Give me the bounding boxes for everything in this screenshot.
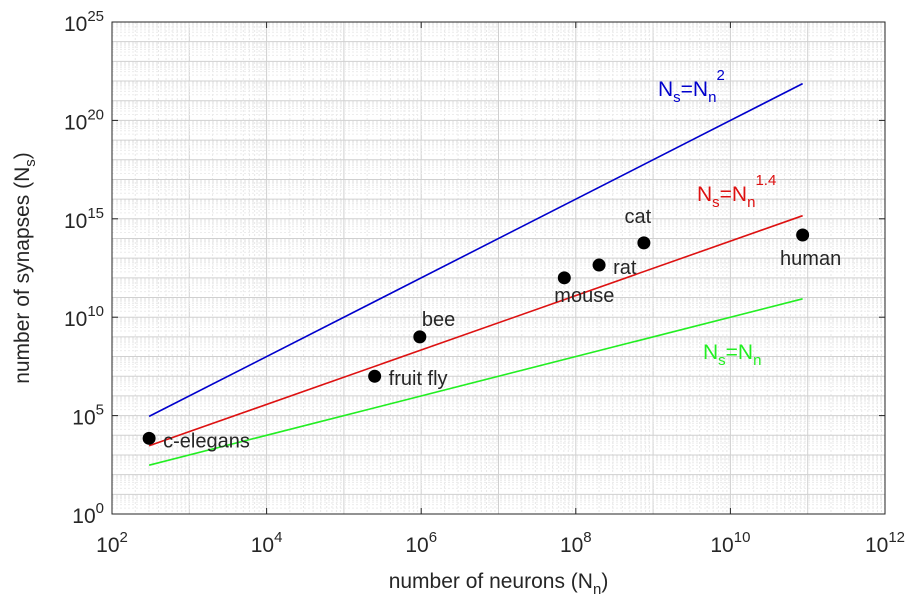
line-label-sub: n bbox=[708, 89, 716, 106]
line-label-sub: n bbox=[753, 352, 761, 369]
y-tick-exponent: 20 bbox=[87, 106, 104, 123]
y-tick-label: 105 bbox=[72, 402, 104, 430]
line-label-part: N bbox=[697, 183, 712, 206]
x-tick-label: 106 bbox=[405, 529, 437, 557]
axis-ticks: 102 104 106 108 1010 101210010510101015102010… bbox=[64, 8, 905, 557]
data-point-human bbox=[796, 228, 810, 242]
x-tick-label: 104 bbox=[251, 529, 283, 557]
y-tick-exponent: 15 bbox=[87, 205, 104, 222]
x-axis-label: number of neurons (Nn) bbox=[389, 570, 609, 598]
y-axis-label-close: ) bbox=[11, 152, 34, 159]
x-tick-base: 10 bbox=[405, 534, 428, 557]
point-label-rat: rat bbox=[613, 257, 637, 279]
y-tick-base: 10 bbox=[64, 111, 87, 134]
line-label-sub: n bbox=[747, 194, 755, 211]
line-label-part: N bbox=[703, 341, 718, 364]
data-point-cat bbox=[637, 236, 651, 250]
y-tick-exponent: 5 bbox=[96, 402, 104, 419]
data-point-mouse bbox=[557, 271, 571, 285]
point-label-bee: bee bbox=[422, 309, 455, 331]
line-label-sub: s bbox=[712, 194, 720, 211]
data-points bbox=[142, 228, 810, 445]
y-tick-base: 10 bbox=[64, 210, 87, 233]
line-label-sub: s bbox=[718, 352, 726, 369]
y-axis-label-subscript: s bbox=[22, 159, 39, 167]
y-tick-exponent: 0 bbox=[96, 500, 104, 517]
labels: number of neurons (Nn)number of synapses… bbox=[11, 67, 841, 598]
x-tick-exponent: 2 bbox=[120, 529, 128, 546]
line-label-part: =N bbox=[726, 341, 753, 364]
x-tick-base: 10 bbox=[96, 534, 119, 557]
fit-line-label-3: Ns=Nn bbox=[703, 341, 761, 369]
x-axis-label-subscript: n bbox=[593, 581, 601, 598]
data-point-bee bbox=[413, 330, 427, 344]
y-tick-base: 10 bbox=[64, 13, 87, 36]
x-tick-base: 10 bbox=[560, 534, 583, 557]
line-label-part: =N bbox=[720, 183, 747, 206]
fit-line-2 bbox=[148, 214, 803, 447]
y-tick-label: 1020 bbox=[64, 106, 104, 134]
x-tick-base: 10 bbox=[865, 534, 888, 557]
x-tick-exponent: 4 bbox=[274, 529, 282, 546]
data-point-c-elegans bbox=[142, 431, 156, 445]
y-tick-exponent: 25 bbox=[87, 8, 104, 25]
x-tick-base: 10 bbox=[251, 534, 274, 557]
x-tick-exponent: 8 bbox=[583, 529, 591, 546]
line-label-part: =N bbox=[681, 78, 708, 101]
y-tick-exponent: 10 bbox=[87, 303, 104, 320]
plot-frame bbox=[111, 21, 886, 515]
point-label-human: human bbox=[780, 248, 841, 270]
y-tick-label: 1010 bbox=[64, 303, 104, 331]
y-tick-base: 10 bbox=[72, 505, 95, 528]
point-label-cat: cat bbox=[625, 206, 652, 228]
y-tick-base: 10 bbox=[64, 308, 87, 331]
fit-line-3 bbox=[148, 298, 803, 466]
line-label-sup: 1.4 bbox=[755, 172, 776, 189]
data-point-rat bbox=[592, 258, 606, 272]
x-tick-exponent: 12 bbox=[888, 529, 905, 546]
line-label-sup: 2 bbox=[716, 67, 724, 84]
x-tick-label: 1010 bbox=[710, 529, 750, 557]
fit-line-1 bbox=[148, 82, 803, 418]
y-axis-label: number of synapses (Ns) bbox=[11, 152, 39, 384]
x-axis-label-text: number of neurons (N bbox=[389, 570, 593, 593]
point-label-mouse: mouse bbox=[554, 285, 614, 307]
fit-lines bbox=[148, 82, 803, 466]
line-label-part: N bbox=[658, 78, 673, 101]
x-tick-label: 102 bbox=[96, 529, 128, 557]
y-tick-label: 1015 bbox=[64, 205, 104, 233]
y-axis-label-text: number of synapses (N bbox=[11, 167, 34, 384]
x-tick-label: 108 bbox=[560, 529, 592, 557]
fit-line-label-2: Ns=Nn1.4 bbox=[697, 172, 776, 211]
y-tick-label: 100 bbox=[72, 500, 104, 528]
x-tick-exponent: 6 bbox=[429, 529, 437, 546]
point-label-fruit-fly: fruit fly bbox=[389, 368, 448, 390]
x-axis-label-close: ) bbox=[601, 570, 608, 593]
x-tick-exponent: 10 bbox=[734, 529, 751, 546]
y-tick-label: 1025 bbox=[64, 8, 104, 36]
line-label-sub: s bbox=[673, 89, 681, 106]
data-point-fruit-fly bbox=[368, 369, 382, 383]
x-tick-base: 10 bbox=[710, 534, 733, 557]
x-tick-label: 1012 bbox=[865, 529, 905, 557]
y-tick-base: 10 bbox=[72, 407, 95, 430]
point-label-c-elegans: c-elegans bbox=[163, 430, 250, 452]
fit-line-label-1: Ns=Nn2 bbox=[658, 67, 725, 106]
grid bbox=[112, 22, 885, 514]
